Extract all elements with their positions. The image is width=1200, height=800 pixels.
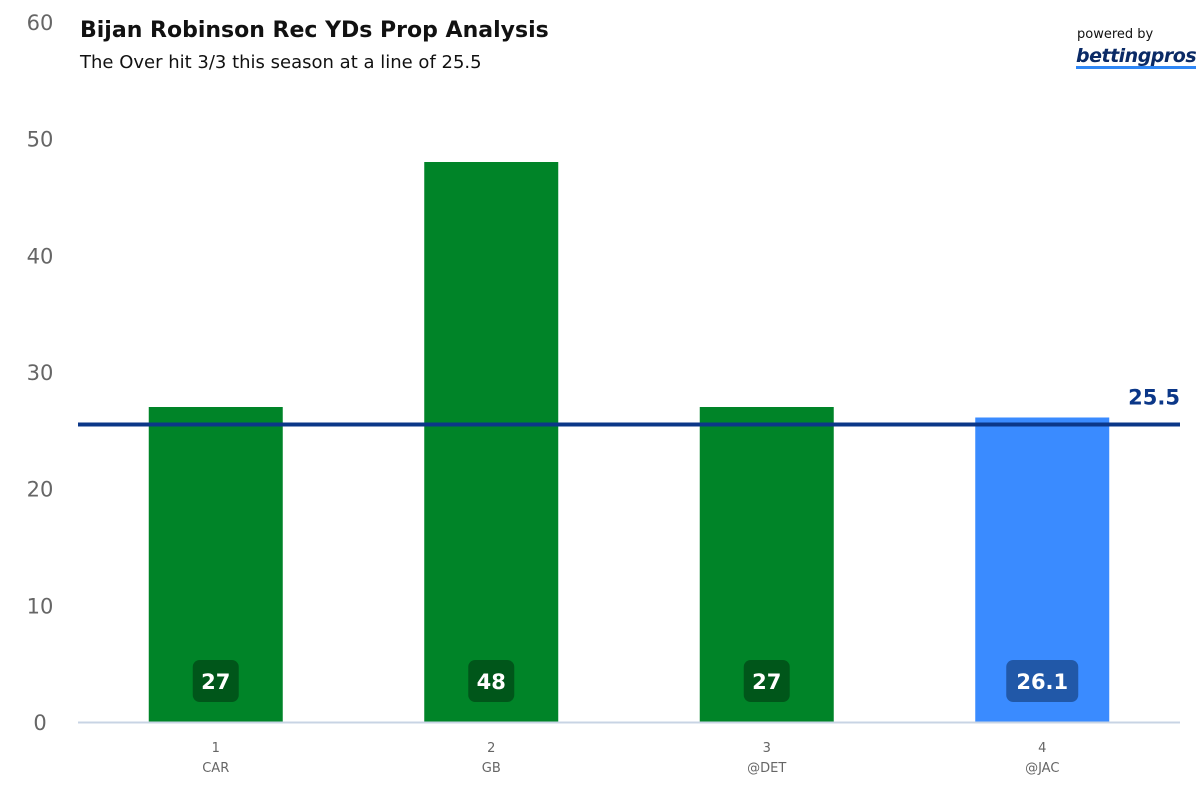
data-label: 27 bbox=[752, 670, 781, 694]
data-label-bg bbox=[743, 660, 790, 702]
y-tick-label: 50 bbox=[27, 128, 54, 152]
bar bbox=[424, 162, 559, 722]
bettingpros-logo[interactable]: bettingpros bbox=[1076, 45, 1197, 69]
y-tick-label: 60 bbox=[27, 11, 54, 35]
powered-by-text: powered by bbox=[1077, 27, 1154, 42]
data-label: 26.1 bbox=[1016, 670, 1068, 694]
data-label-bg bbox=[468, 660, 515, 702]
data-label-bg bbox=[192, 660, 239, 702]
x-tick-game: 4 bbox=[1038, 741, 1046, 756]
x-tick-opponent: @DET bbox=[747, 761, 786, 776]
chart-title: Bijan Robinson Rec YDs Prop Analysis bbox=[80, 18, 549, 43]
data-label-bg bbox=[1006, 660, 1079, 702]
x-tick-opponent: @JAC bbox=[1025, 761, 1059, 776]
chart-subtitle: The Over hit 3/3 this season at a line o… bbox=[80, 52, 482, 73]
x-tick-opponent: GB bbox=[482, 761, 501, 776]
y-tick-label: 30 bbox=[27, 361, 54, 385]
x-tick-game: 1 bbox=[212, 741, 220, 756]
data-label: 48 bbox=[477, 670, 506, 694]
y-tick-label: 0 bbox=[33, 711, 46, 735]
x-tick-game: 2 bbox=[487, 741, 495, 756]
y-tick-label: 20 bbox=[27, 478, 54, 502]
y-tick-label: 40 bbox=[27, 244, 54, 268]
prop-line-label: 25.5 bbox=[1128, 386, 1180, 410]
y-tick-label: 10 bbox=[27, 594, 54, 618]
x-tick-game: 3 bbox=[763, 741, 771, 756]
data-label: 27 bbox=[201, 670, 230, 694]
x-tick-opponent: CAR bbox=[202, 761, 229, 776]
